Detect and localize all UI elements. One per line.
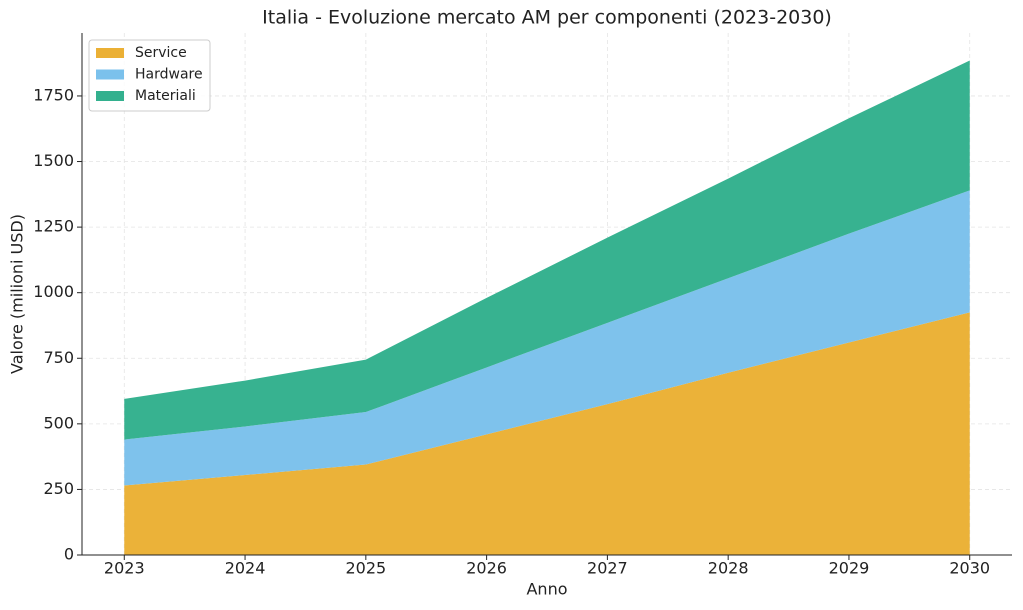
area	[124, 312, 970, 555]
x-tick-label: 2025	[345, 559, 386, 578]
legend-label: Materiali	[135, 88, 196, 104]
x-tick-label: 2024	[225, 559, 266, 578]
x-axis-label: Anno	[526, 580, 567, 599]
area	[124, 60, 970, 440]
y-tick-label: 1000	[33, 282, 74, 301]
legend-label: Hardware	[135, 67, 203, 83]
y-tick-label: 0	[64, 545, 74, 564]
legend-label: Service	[135, 45, 187, 61]
x-tick-label: 2028	[708, 559, 749, 578]
x-tick-label: 2029	[829, 559, 870, 578]
y-tick-label: 250	[43, 479, 74, 498]
legend-swatch	[96, 91, 124, 101]
x-tick-label: 2026	[466, 559, 507, 578]
area	[124, 190, 970, 486]
legend: Service Hardware Materiali	[88, 39, 211, 112]
y-tick-label: 1250	[33, 217, 74, 236]
legend-swatch	[96, 69, 124, 80]
x-tick-label: 2030	[949, 559, 990, 578]
y-tick-label: 500	[43, 413, 74, 432]
y-tick-label: 1750	[33, 85, 74, 104]
legend-swatch	[96, 48, 124, 58]
y-tick-label: 750	[43, 348, 74, 367]
x-tick-label: 2023	[104, 559, 145, 578]
chart-title: Italia - Evoluzione mercato AM per compo…	[262, 7, 832, 29]
y-tick-label: 1500	[33, 151, 74, 170]
y-axis-label: Valore (milioni USD)	[8, 214, 27, 374]
x-tick-label: 2027	[587, 559, 628, 578]
